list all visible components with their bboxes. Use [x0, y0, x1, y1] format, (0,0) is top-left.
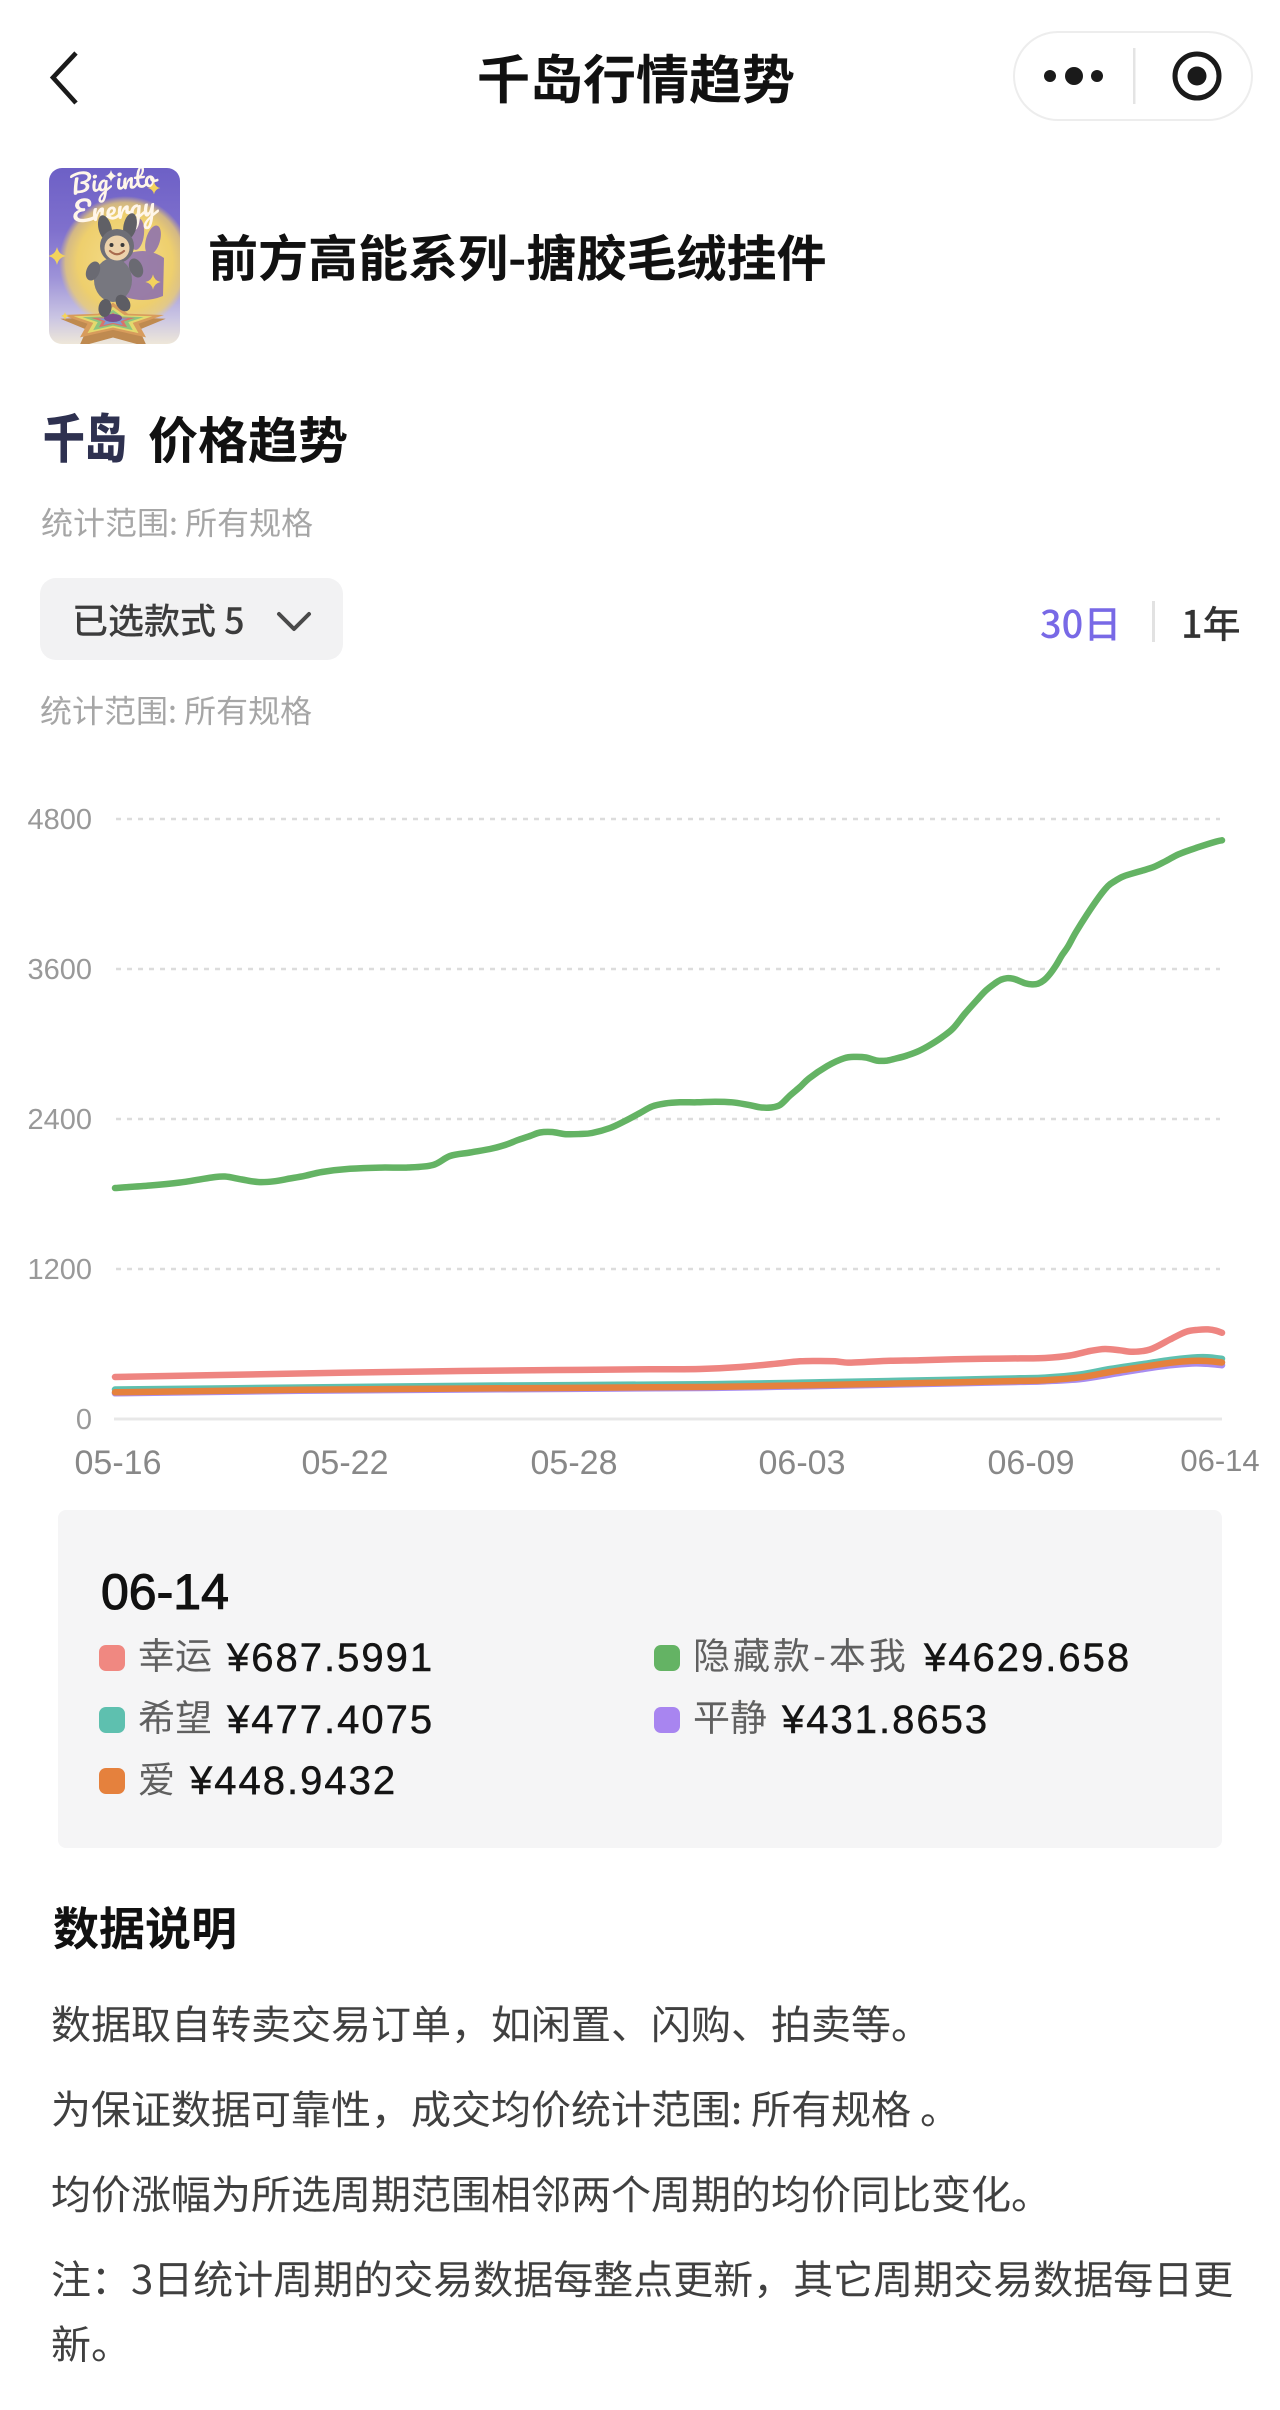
- svg-text:06-03: 06-03: [759, 1444, 846, 1482]
- svg-text:4800: 4800: [27, 804, 92, 836]
- svg-text:06-09: 06-09: [988, 1444, 1075, 1482]
- svg-text:3600: 3600: [27, 954, 92, 986]
- svg-text:05-22: 05-22: [302, 1444, 389, 1482]
- svg-text:05-28: 05-28: [531, 1444, 618, 1482]
- svg-text:2400: 2400: [27, 1104, 92, 1136]
- svg-text:1200: 1200: [27, 1254, 92, 1286]
- svg-text:05-16: 05-16: [75, 1444, 162, 1482]
- svg-text:0: 0: [76, 1404, 92, 1436]
- svg-text:06-14: 06-14: [1180, 1443, 1259, 1478]
